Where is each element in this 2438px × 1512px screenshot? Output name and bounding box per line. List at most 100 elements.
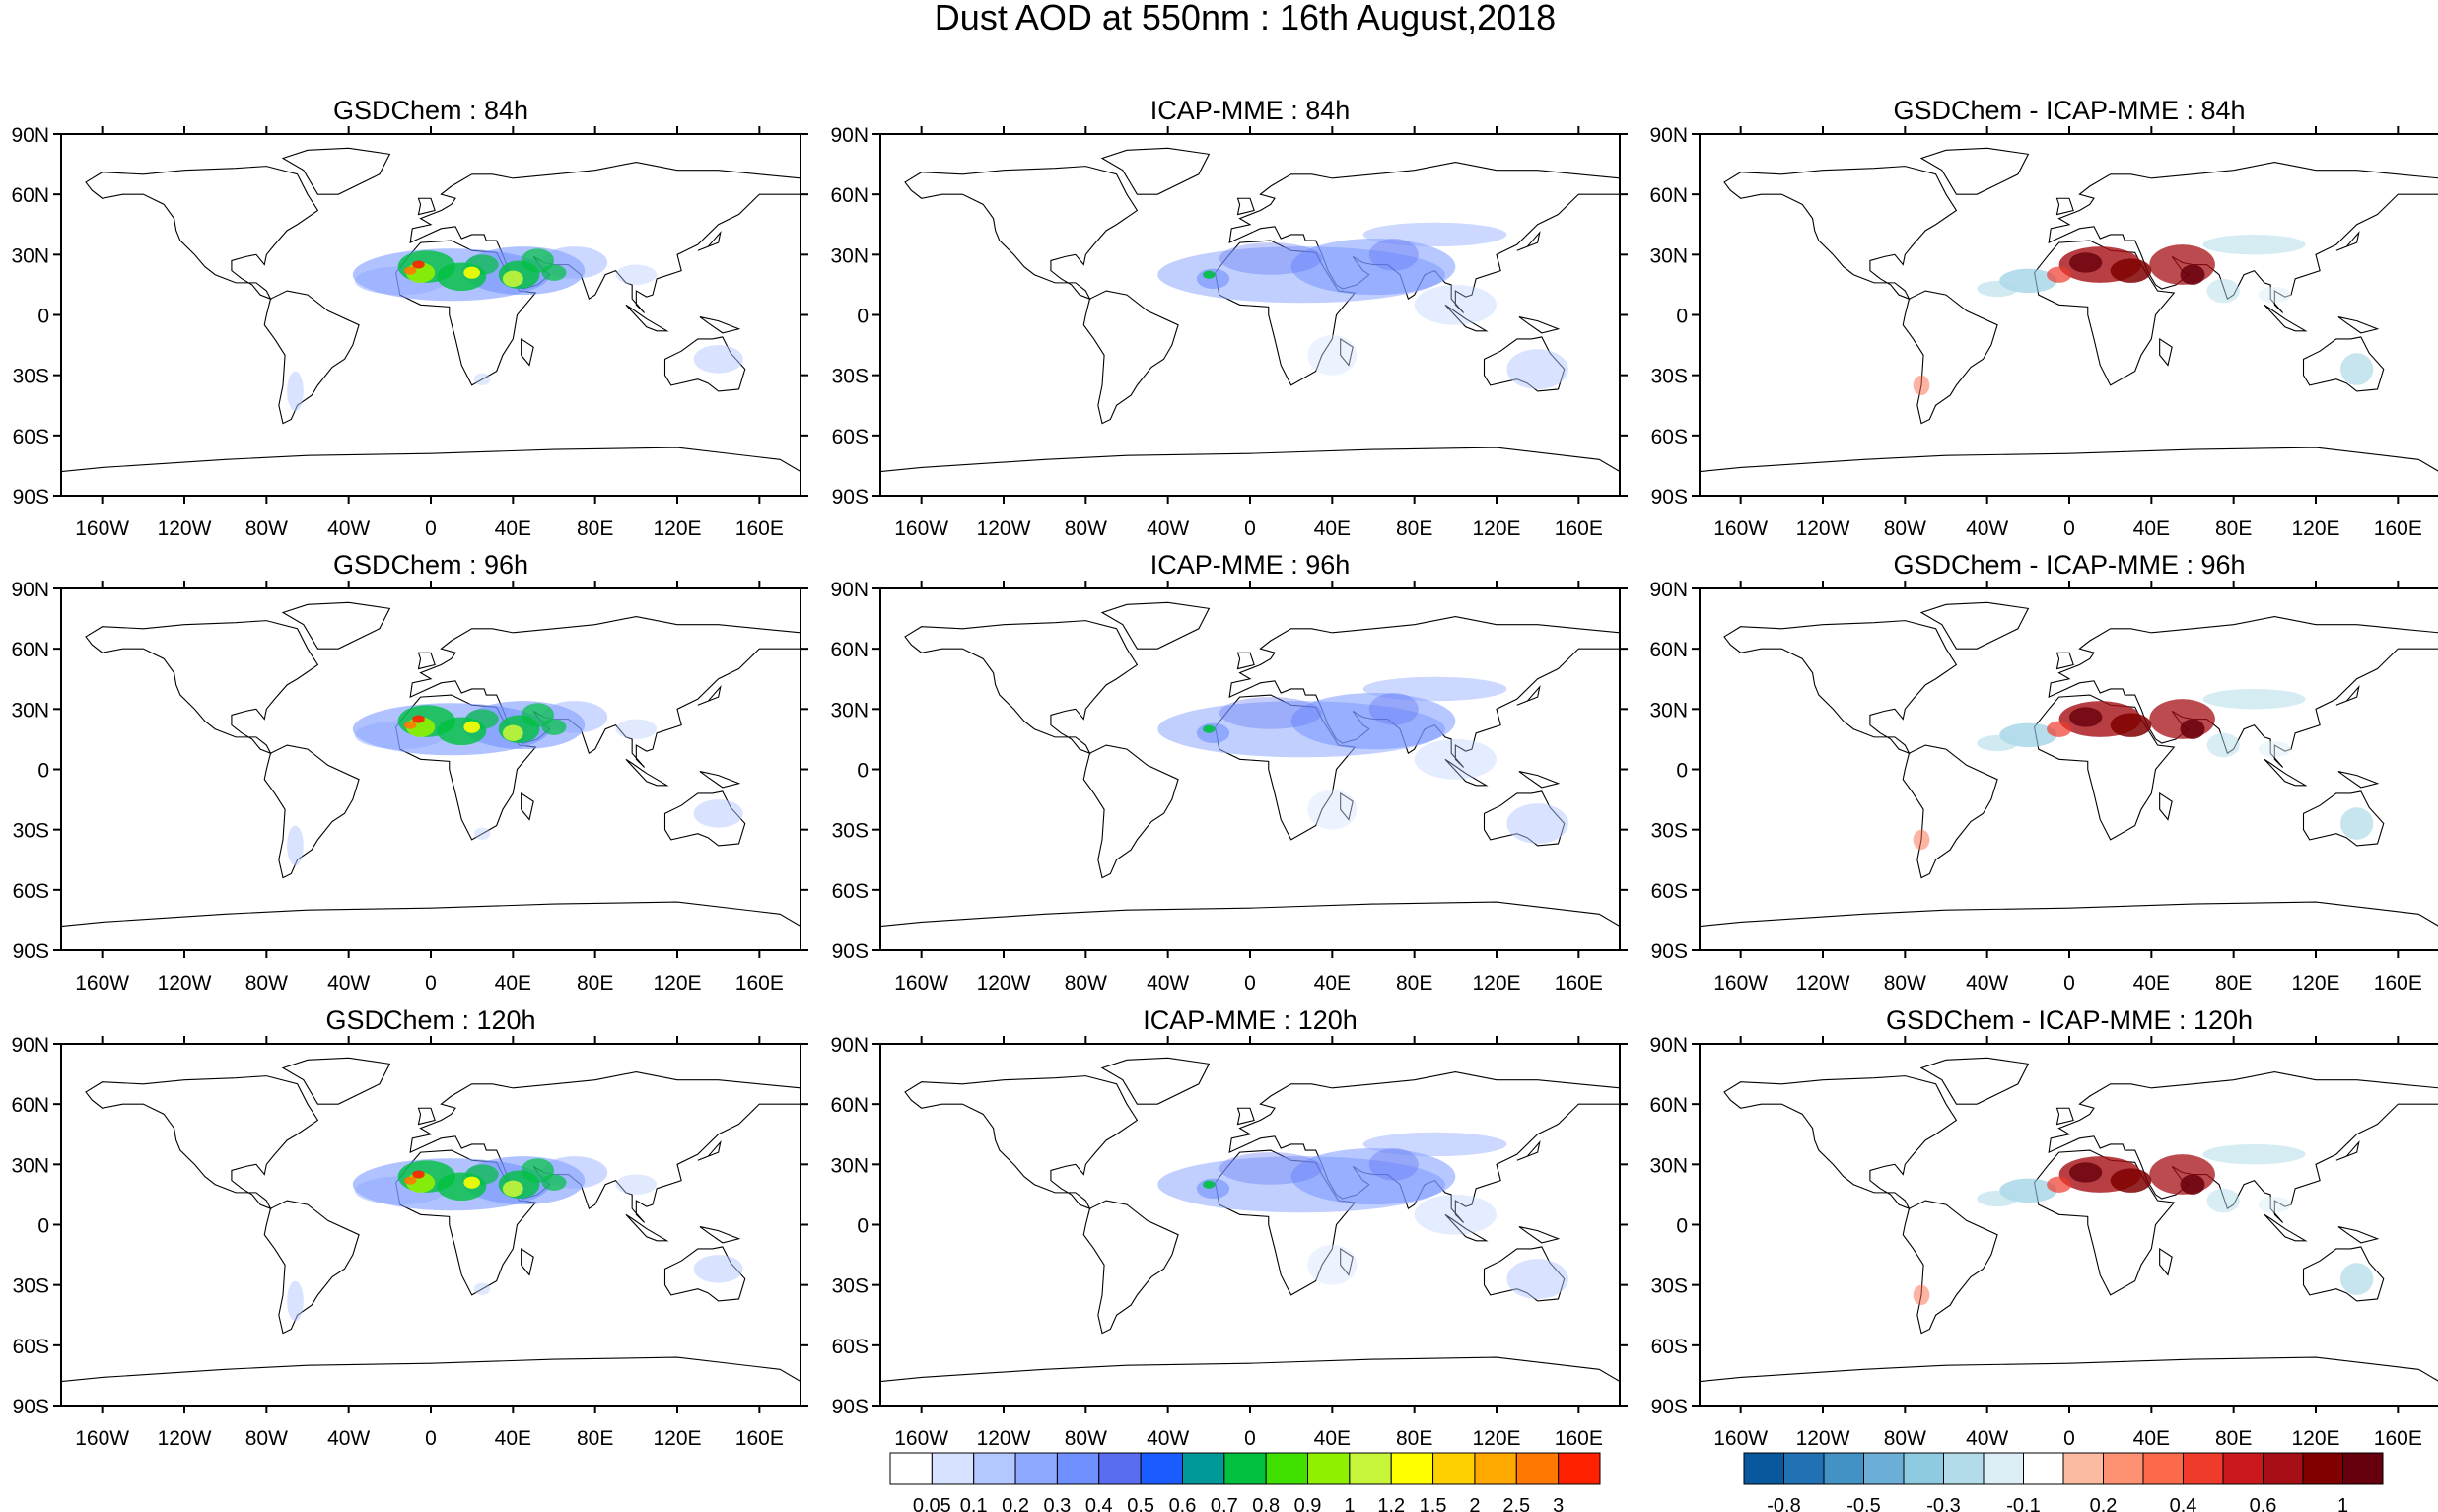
colorbar-label: 1 bbox=[2337, 1495, 2348, 1512]
aod-plume bbox=[2047, 721, 2072, 737]
coastline bbox=[2264, 758, 2308, 787]
colorbar-label: 3 bbox=[1553, 1495, 1564, 1512]
colorbar-label: 1.5 bbox=[1420, 1495, 1447, 1512]
difference-colorbar: -0.8 -0.5 -0.3 -0.1 0.2 0.4 0.6 1 bbox=[1743, 1452, 2384, 1512]
panel-title: ICAP-MME : 96h bbox=[1150, 550, 1351, 580]
colorbar-swatch bbox=[1056, 1452, 1100, 1485]
aod-plume bbox=[1219, 1152, 1322, 1185]
colorbar-label: 1.2 bbox=[1377, 1495, 1405, 1512]
aod-plume bbox=[287, 1280, 304, 1322]
lon-tick-label: 160E bbox=[735, 1427, 784, 1450]
map-panel: ICAP-MME : 120h 90N 60N 30N 0 30S 60S 90S 160W 12… bbox=[830, 1005, 1628, 1450]
lon-tick-label: 120W bbox=[158, 972, 212, 995]
coastline bbox=[904, 1075, 1139, 1210]
lon-tick-label: 160E bbox=[735, 972, 784, 995]
coastline bbox=[263, 290, 360, 425]
coastline bbox=[697, 684, 722, 706]
coastline bbox=[1236, 652, 1255, 670]
lat-tick-label: 0 bbox=[37, 306, 49, 328]
map-frame bbox=[1699, 133, 2438, 497]
aod-plume bbox=[1196, 1178, 1230, 1199]
lon-tick-label: 80E bbox=[577, 517, 613, 540]
lon-tick-label: 80W bbox=[245, 972, 288, 995]
colorbar-label: 2 bbox=[1469, 1495, 1480, 1512]
aod-plume bbox=[502, 1180, 523, 1197]
lon-tick-label: 160E bbox=[2374, 1427, 2422, 1450]
aod-plume bbox=[1290, 239, 1456, 296]
colorbar-label: 0.4 bbox=[2170, 1495, 2197, 1512]
aod-plume bbox=[1219, 697, 1322, 729]
aod-plume bbox=[2069, 707, 2103, 727]
aod-plume bbox=[541, 264, 567, 281]
coastline bbox=[1340, 1247, 1354, 1276]
lat-tick-label: 90S bbox=[832, 940, 869, 963]
lat-tick-label: 90S bbox=[1651, 486, 1688, 509]
map-panel: GSDChem - ICAP-MME : 96h 90N 60N 30N 0 30S 60S… bbox=[1649, 550, 2438, 995]
coastline bbox=[1902, 1200, 1998, 1335]
aod-plume bbox=[2206, 1188, 2240, 1213]
aod-plume bbox=[412, 1170, 425, 1179]
coastline bbox=[2337, 771, 2380, 789]
aod-plume bbox=[1414, 738, 1497, 780]
coastline bbox=[1518, 771, 1561, 789]
coastline bbox=[61, 1356, 801, 1406]
coastline bbox=[1518, 1226, 1561, 1244]
aod-plume bbox=[615, 719, 658, 739]
lat-tick-label: 90S bbox=[13, 940, 49, 963]
aod-plume bbox=[2206, 732, 2240, 758]
coastline bbox=[1100, 1057, 1211, 1105]
coastline bbox=[625, 1213, 669, 1242]
lon-tick-label: 80E bbox=[1396, 972, 1432, 995]
coastline bbox=[1516, 1139, 1541, 1161]
colorbar-swatch bbox=[2103, 1452, 2144, 1485]
panel-title: ICAP-MME : 120h bbox=[1143, 1005, 1358, 1035]
lat-tick-label: 0 bbox=[1676, 760, 1688, 783]
map-frame bbox=[1699, 1043, 2438, 1407]
colorbar-swatch bbox=[1014, 1452, 1058, 1485]
colorbar-label: 0.7 bbox=[1211, 1495, 1238, 1512]
aod-plume bbox=[1196, 268, 1230, 289]
lat-tick-label: 0 bbox=[857, 306, 869, 328]
coastline bbox=[85, 620, 319, 755]
colorbar-swatch bbox=[1181, 1452, 1225, 1485]
lon-tick-label: 120E bbox=[653, 517, 701, 540]
aod-plume bbox=[615, 264, 658, 285]
aod-plume bbox=[2069, 252, 2103, 273]
lat-tick-label: 30S bbox=[1651, 1275, 1688, 1298]
lon-tick-label: 120W bbox=[1796, 517, 1850, 540]
lat-tick-label: 60S bbox=[13, 426, 49, 448]
lat-tick-label: 60S bbox=[832, 1336, 869, 1358]
colorbar-swatch bbox=[1223, 1452, 1267, 1485]
colorbar-label: 1 bbox=[1344, 1495, 1355, 1512]
lat-tick-label: 90S bbox=[1651, 1396, 1688, 1418]
aod-plume bbox=[412, 260, 425, 269]
lat-tick-label: 0 bbox=[857, 1215, 869, 1238]
lat-tick-label: 90S bbox=[1651, 940, 1688, 963]
coastline bbox=[417, 652, 436, 670]
aod-plume bbox=[521, 703, 554, 727]
coastline bbox=[1214, 1149, 1357, 1296]
map-panel: ICAP-MME : 84h 90N 60N 30N 0 30S 60S 90S 160W 120… bbox=[830, 96, 1628, 540]
lon-tick-label: 0 bbox=[2063, 517, 2075, 540]
coastline bbox=[880, 1356, 1620, 1406]
aod-plume bbox=[1362, 676, 1507, 702]
lon-tick-label: 80E bbox=[2215, 1427, 2252, 1450]
aod-plume bbox=[693, 1255, 743, 1283]
lon-tick-label: 40E bbox=[495, 1427, 531, 1450]
aod-plume bbox=[1368, 1148, 1419, 1181]
lon-tick-label: 80W bbox=[1884, 517, 1926, 540]
colorbar-swatch bbox=[1863, 1452, 1905, 1485]
lat-tick-label: 90N bbox=[11, 124, 49, 147]
colorbar-label: 0.2 bbox=[2090, 1495, 2118, 1512]
lat-tick-label: 90N bbox=[830, 124, 869, 147]
lat-tick-label: 30N bbox=[1649, 1154, 1688, 1177]
lat-tick-label: 30S bbox=[13, 1275, 49, 1298]
colorbar-label: 0.8 bbox=[1252, 1495, 1280, 1512]
aod-plume bbox=[463, 1176, 480, 1189]
lat-tick-label: 90S bbox=[13, 1396, 49, 1418]
lon-tick-label: 160E bbox=[2374, 517, 2422, 540]
panel-title: GSDChem - ICAP-MME : 120h bbox=[1886, 1005, 2253, 1035]
coastline bbox=[2335, 684, 2360, 706]
lon-tick-label: 80E bbox=[577, 1427, 613, 1450]
